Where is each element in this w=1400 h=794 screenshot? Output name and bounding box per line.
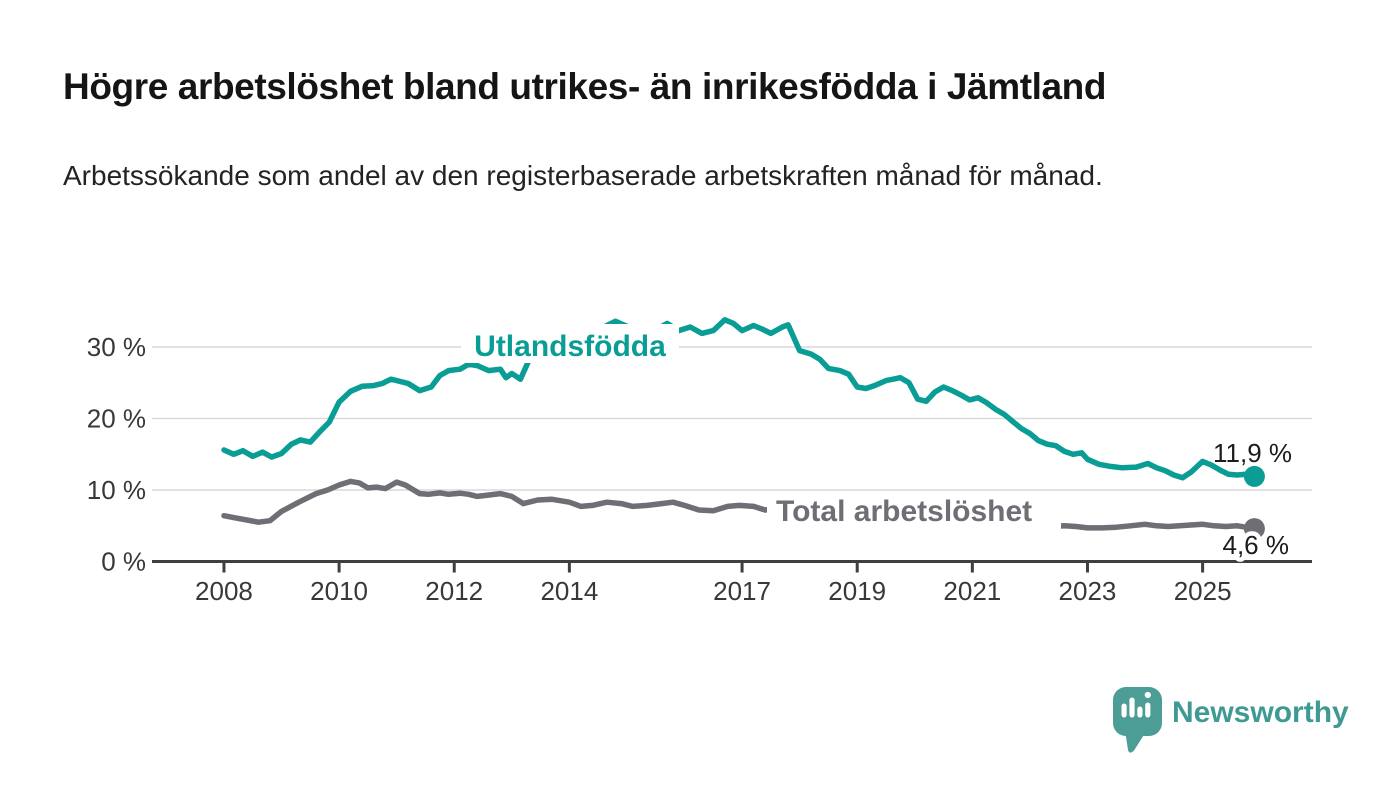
series-end-dot-utlandsfodda — [1243, 465, 1265, 487]
series-line-total — [221, 478, 1258, 532]
logo-wordmark: Newsworthy — [1172, 696, 1349, 729]
y-tick-label: 10 % — [87, 475, 146, 505]
y-tick-label: 20 % — [87, 404, 146, 434]
series-label-group-utlandsfodda: Utlandsfödda — [461, 324, 679, 363]
logo-bubble-tail — [1125, 730, 1147, 753]
x-tick-label: 2010 — [310, 576, 368, 606]
x-tick-label: 2025 — [1174, 576, 1232, 606]
series-label-total: Total arbetslöshet — [776, 495, 1032, 528]
gridlines — [152, 346, 1312, 491]
series-label-group-total: Total arbetslöshet — [767, 492, 1061, 530]
chart-title: Högre arbetslöshet bland utrikes- än inr… — [63, 66, 1107, 107]
logo-barchart-icon — [1121, 691, 1151, 718]
series-end-dot-total — [1243, 518, 1265, 540]
x-tick-label: 2023 — [1059, 576, 1117, 606]
chart-subtitle: Arbetssökande som andel av den registerb… — [63, 160, 1103, 191]
series-label-bg — [461, 324, 679, 363]
value-label-utlandsfodda: 11,9 % — [1213, 438, 1292, 468]
x-tick-label: 2021 — [943, 576, 1001, 606]
newsworthy-logo: Newsworthy — [1113, 687, 1349, 753]
x-tick-label: 2012 — [425, 576, 483, 606]
series-label-utlandsfodda: Utlandsfödda — [474, 330, 666, 363]
x-tick-label: 2008 — [195, 576, 253, 606]
x-tick-label: 2019 — [828, 576, 886, 606]
x-tick-label: 2014 — [540, 576, 598, 606]
value-label-total: 4,6 % — [1223, 530, 1290, 560]
x-tick-label: 2017 — [713, 576, 771, 606]
series-line-utlandsfodda — [221, 317, 1258, 481]
series-label-bg — [767, 492, 1061, 530]
y-tick-label: 0 % — [101, 547, 146, 577]
y-tick-label: 30 % — [87, 332, 146, 362]
